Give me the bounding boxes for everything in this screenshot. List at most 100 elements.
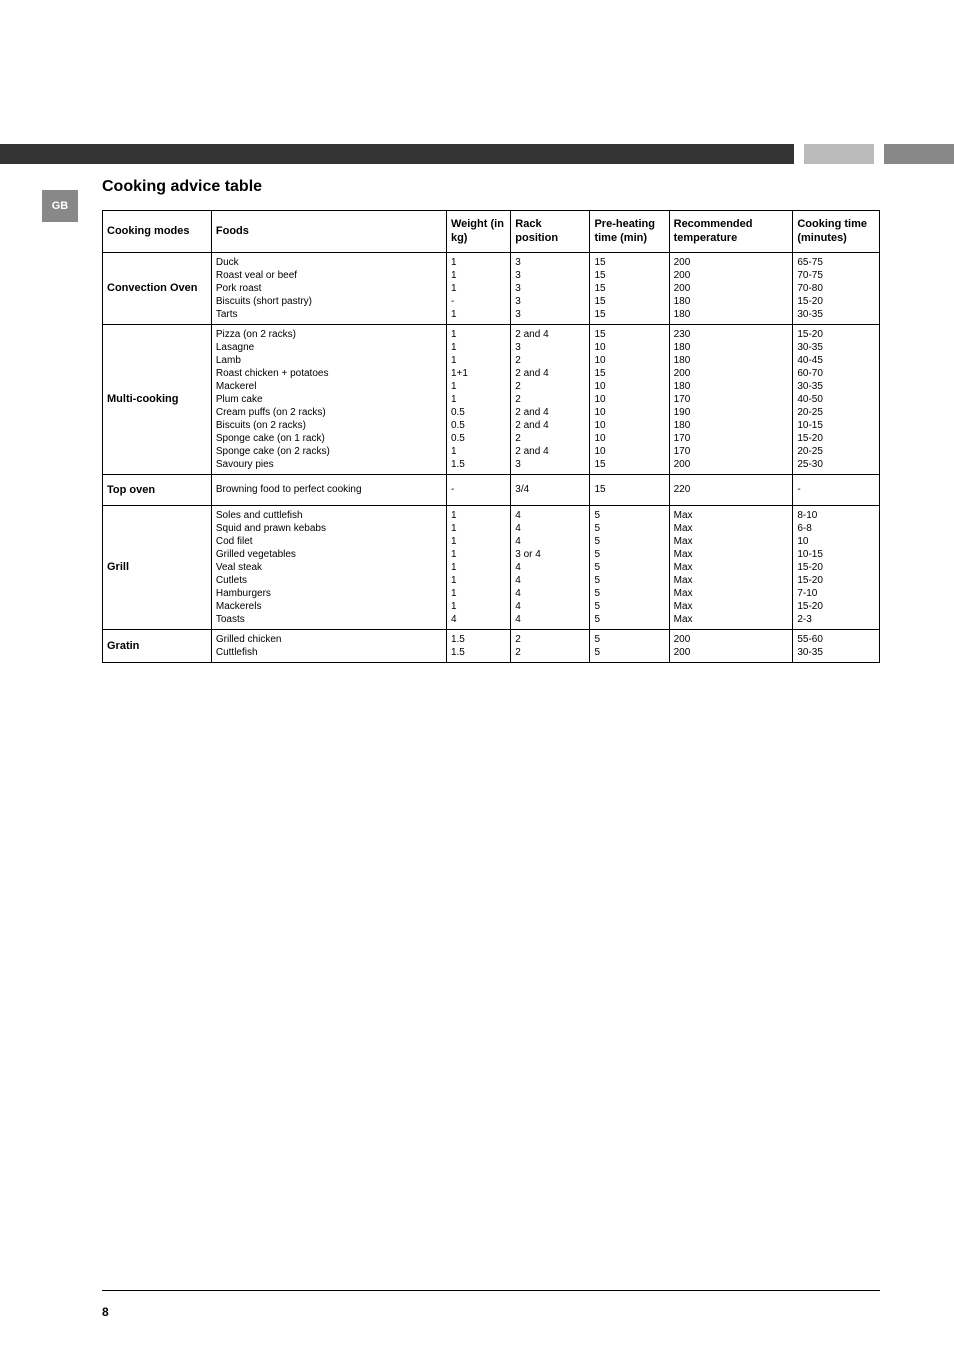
cell-value: 10 bbox=[594, 393, 664, 406]
cell-value: 10 bbox=[594, 380, 664, 393]
cell-value: Max bbox=[674, 535, 789, 548]
cell-value: 3 bbox=[515, 282, 585, 295]
cell-value: 2 bbox=[515, 354, 585, 367]
cooking-table-wrap: Cooking modes Foods Weight (in kg) Rack … bbox=[102, 210, 880, 663]
time-cell: 65-7570-7570-8015-2030-35 bbox=[793, 252, 880, 324]
col-header-rack: Rack position bbox=[511, 211, 590, 253]
foods-cell: Browning food to perfect cooking bbox=[211, 474, 446, 505]
cell-value: 15 bbox=[594, 367, 664, 380]
rack-cell: 3/4 bbox=[511, 474, 590, 505]
preheat-cell: 55 bbox=[590, 629, 669, 662]
cell-value: 200 bbox=[674, 367, 789, 380]
cell-value: 200 bbox=[674, 646, 789, 659]
cell-value: Cream puffs (on 2 racks) bbox=[216, 406, 442, 419]
cell-value: 170 bbox=[674, 432, 789, 445]
cell-value: 1 bbox=[451, 522, 506, 535]
cell-value: Cutlets bbox=[216, 574, 442, 587]
cell-value: 170 bbox=[674, 445, 789, 458]
rack-cell: 2 and 4322 and 4222 and 42 and 422 and 4… bbox=[511, 324, 590, 474]
cell-value: 200 bbox=[674, 458, 789, 471]
cell-value: 3 bbox=[515, 295, 585, 308]
cell-value: 3 bbox=[515, 269, 585, 282]
col-header-modes: Cooking modes bbox=[103, 211, 212, 253]
cell-value: 2-3 bbox=[797, 613, 875, 626]
cell-value: 4 bbox=[515, 587, 585, 600]
cell-value: 1.5 bbox=[451, 633, 506, 646]
page-number: 8 bbox=[102, 1305, 109, 1319]
cell-value: Max bbox=[674, 561, 789, 574]
mode-cell: Top oven bbox=[103, 474, 212, 505]
cell-value: 0.5 bbox=[451, 406, 506, 419]
cell-value: Roast veal or beef bbox=[216, 269, 442, 282]
cell-value: 3 bbox=[515, 308, 585, 321]
cell-value: Roast chicken + potatoes bbox=[216, 367, 442, 380]
cell-value: 2 bbox=[515, 633, 585, 646]
cell-value: 10 bbox=[594, 432, 664, 445]
cell-value: Max bbox=[674, 600, 789, 613]
cell-value: 200 bbox=[674, 282, 789, 295]
cell-value: Max bbox=[674, 509, 789, 522]
temp-cell: MaxMaxMaxMaxMaxMaxMaxMaxMax bbox=[669, 505, 793, 629]
weight-cell: 111111114 bbox=[446, 505, 510, 629]
cell-value: 4 bbox=[515, 522, 585, 535]
preheat-cell: 15 bbox=[590, 474, 669, 505]
cell-value: 3 bbox=[515, 256, 585, 269]
rack-cell: 4443 or 444444 bbox=[511, 505, 590, 629]
cell-value: 3 bbox=[515, 458, 585, 471]
cell-value: 30-35 bbox=[797, 646, 875, 659]
cell-value: 2 and 4 bbox=[515, 419, 585, 432]
cell-value: Mackerels bbox=[216, 600, 442, 613]
time-cell: 55-6030-35 bbox=[793, 629, 880, 662]
cell-value: 1+1 bbox=[451, 367, 506, 380]
cell-value: 30-35 bbox=[797, 380, 875, 393]
col-header-time: Cooking time (minutes) bbox=[793, 211, 880, 253]
weight-cell: 1111+1110.50.50.511.5 bbox=[446, 324, 510, 474]
foods-cell: Pizza (on 2 racks)LasagneLambRoast chick… bbox=[211, 324, 446, 474]
cell-value: 4 bbox=[451, 613, 506, 626]
cell-value: 7-10 bbox=[797, 587, 875, 600]
page-title: Cooking advice table bbox=[102, 178, 262, 196]
col-header-foods: Foods bbox=[211, 211, 446, 253]
weight-cell: - bbox=[446, 474, 510, 505]
cell-value: 1 bbox=[451, 341, 506, 354]
cell-value: 2 and 4 bbox=[515, 406, 585, 419]
cell-value: 40-50 bbox=[797, 393, 875, 406]
cell-value: 40-45 bbox=[797, 354, 875, 367]
table-row: GratinGrilled chickenCuttlefish1.51.5225… bbox=[103, 629, 880, 662]
cell-value: 1 bbox=[451, 535, 506, 548]
col-header-weight: Weight (in kg) bbox=[446, 211, 510, 253]
cell-value: 180 bbox=[674, 295, 789, 308]
cell-value: 1 bbox=[451, 574, 506, 587]
cell-value: Plum cake bbox=[216, 393, 442, 406]
cell-value: 15-20 bbox=[797, 574, 875, 587]
cell-value: Toasts bbox=[216, 613, 442, 626]
cell-value: 200 bbox=[674, 256, 789, 269]
cell-value: 30-35 bbox=[797, 308, 875, 321]
cell-value: 15-20 bbox=[797, 600, 875, 613]
cell-value: 1 bbox=[451, 445, 506, 458]
table-header: Cooking modes Foods Weight (in kg) Rack … bbox=[103, 211, 880, 253]
cooking-table: Cooking modes Foods Weight (in kg) Rack … bbox=[102, 210, 880, 663]
cell-value: 60-70 bbox=[797, 367, 875, 380]
cell-value: 15 bbox=[594, 282, 664, 295]
cell-value: 5 bbox=[594, 646, 664, 659]
cell-value: Tarts bbox=[216, 308, 442, 321]
header-dark-segment bbox=[0, 144, 794, 164]
cell-value: Hamburgers bbox=[216, 587, 442, 600]
cell-value: 4 bbox=[515, 509, 585, 522]
cell-value: Duck bbox=[216, 256, 442, 269]
cell-value: Savoury pies bbox=[216, 458, 442, 471]
cell-value: 15 bbox=[594, 328, 664, 341]
temp-cell: 230180180200180170190180170170200 bbox=[669, 324, 793, 474]
weight-cell: 1.51.5 bbox=[446, 629, 510, 662]
cell-value: 1.5 bbox=[451, 646, 506, 659]
cell-value: 15 bbox=[594, 256, 664, 269]
cell-value: 15 bbox=[594, 269, 664, 282]
cell-value: 2 bbox=[515, 393, 585, 406]
cell-value: 180 bbox=[674, 308, 789, 321]
foods-cell: DuckRoast veal or beefPork roastBiscuits… bbox=[211, 252, 446, 324]
table-row: GrillSoles and cuttlefishSquid and prawn… bbox=[103, 505, 880, 629]
preheat-cell: 1510101510101010101015 bbox=[590, 324, 669, 474]
cell-value: 10 bbox=[594, 341, 664, 354]
cell-value: 220 bbox=[674, 483, 789, 496]
